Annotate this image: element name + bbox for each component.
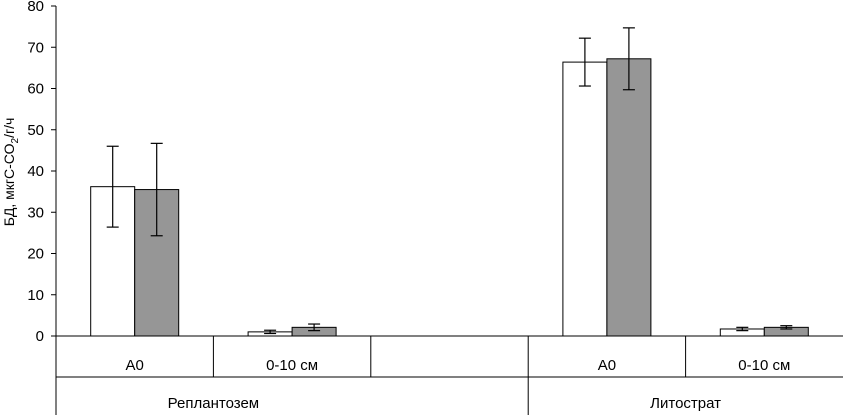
y-tick-label: 50 [27,122,44,139]
y-tick-label: 30 [27,204,44,221]
bar [606,58,652,337]
y-tick-label: 0 [36,328,44,345]
y-axis-label-main: БД, мкгС-СО [1,143,17,226]
y-axis-label-suffix: /г/ч [1,118,17,138]
bar [90,186,136,337]
bar [562,61,608,337]
category-label: 0-10 см [738,357,790,374]
y-tick-label: 20 [27,246,44,263]
chart-error-bars [106,27,793,335]
y-axis-label-subscript: 2 [10,137,21,143]
y-tick-label: 80 [27,0,44,15]
category-label: 0-10 см [266,357,318,374]
category-label: А0 [126,357,144,374]
y-axis-label: БД, мкгС-СО2/г/ч [1,118,21,227]
y-tick-label: 40 [27,163,44,180]
y-tick-label: 70 [27,39,44,56]
category-label: А0 [598,357,616,374]
chart-axes [51,5,843,415]
group-label: Литострат [650,395,721,412]
chart-bars [90,58,809,337]
group-label: Реплантозем [168,395,259,412]
y-tick-label: 60 [27,81,44,98]
y-tick-label: 10 [27,287,44,304]
chart-labels: 0 10 20 30 40 50 60 70 80 А0 0-10 см Реплантозем А0 0… [27,0,790,412]
